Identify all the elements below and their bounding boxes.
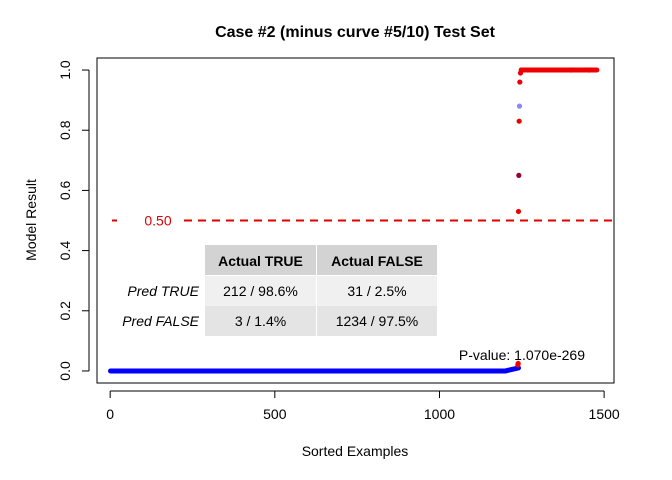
table-cell bbox=[317, 306, 437, 336]
x-axis: 0 500 1000 1500 bbox=[106, 390, 620, 422]
table-header-label: Actual TRUE bbox=[218, 253, 303, 269]
table-cell-value: 3 / 1.4% bbox=[235, 313, 286, 329]
series-0-band bbox=[502, 365, 522, 374]
table-cell bbox=[205, 276, 316, 306]
series-1-point bbox=[515, 360, 521, 367]
y-tick-label: 0.4 bbox=[57, 241, 73, 261]
x-tick-label: 1500 bbox=[589, 406, 620, 422]
table-layer: Actual TRUE Actual FALSE Pred TRUE 212 / 98… bbox=[122, 245, 437, 336]
x-tick-label: 0 bbox=[106, 406, 114, 422]
table-cell-value: 212 / 98.6% bbox=[223, 283, 298, 299]
table-cell bbox=[205, 306, 316, 336]
x-axis-label: Sorted Examples bbox=[302, 443, 409, 459]
table-cell bbox=[317, 276, 437, 306]
table-header-cell bbox=[317, 245, 437, 275]
y-tick-label: 0.0 bbox=[57, 361, 73, 381]
y-axis-label: Model Result bbox=[23, 179, 39, 261]
table-header-cell bbox=[205, 245, 316, 275]
series-1-point bbox=[516, 172, 522, 178]
threshold-layer: 0.50 bbox=[112, 213, 614, 229]
pvalue-label: P-value: 1.070e-269 bbox=[459, 347, 585, 363]
table-row-label: Pred TRUE bbox=[127, 283, 199, 299]
series-0-point bbox=[516, 103, 523, 109]
plot-frame bbox=[96, 57, 615, 384]
series-1-point bbox=[515, 208, 522, 215]
y-axis: 0.0 0.2 0.4 0.6 0.8 1.0 bbox=[57, 60, 90, 381]
table-cell-value: 1234 / 97.5% bbox=[336, 313, 419, 329]
x-tick-label: 500 bbox=[263, 406, 287, 422]
y-tick-label: 0.6 bbox=[57, 180, 73, 200]
table-header-label: Actual FALSE bbox=[331, 253, 423, 269]
chart-title: Case #2 (minus curve #5/10) Test Set bbox=[215, 24, 496, 41]
threshold-label: 0.50 bbox=[144, 213, 171, 229]
x-tick-label: 1000 bbox=[424, 406, 455, 422]
series-1-point bbox=[517, 79, 523, 85]
table-row-label: Pred FALSE bbox=[122, 313, 199, 329]
table-cell-value: 31 / 2.5% bbox=[347, 283, 406, 299]
data-layer bbox=[108, 67, 600, 374]
y-tick-label: 0.2 bbox=[57, 301, 73, 321]
series-1-point bbox=[516, 118, 522, 124]
y-tick-label: 1.0 bbox=[57, 60, 73, 80]
series-1-point bbox=[517, 70, 524, 76]
y-tick-label: 0.8 bbox=[57, 120, 73, 140]
